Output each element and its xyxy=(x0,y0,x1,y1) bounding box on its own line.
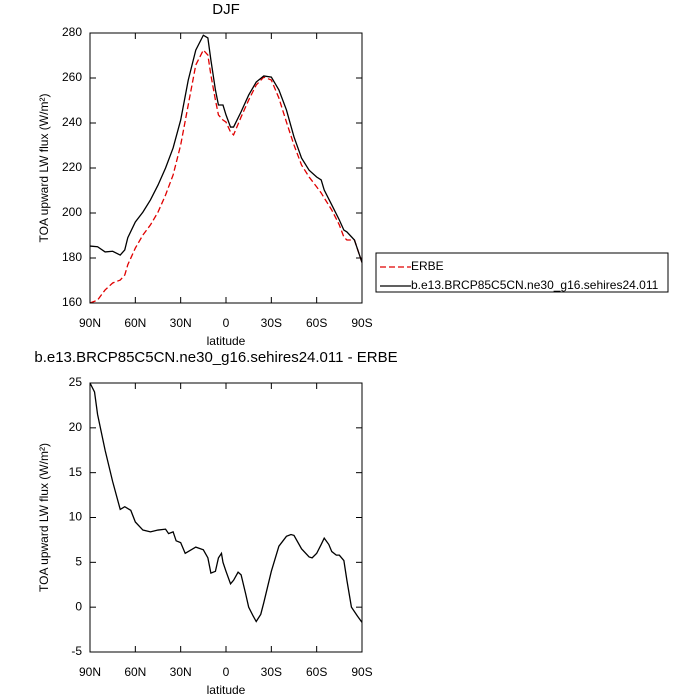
x-tick-label: 60N xyxy=(124,665,146,679)
x-tick-label: 60S xyxy=(306,316,327,330)
y-tick-label: -5 xyxy=(71,644,82,658)
x-axis-label: latitude xyxy=(207,334,246,348)
series-line xyxy=(89,48,363,304)
y-tick-label: 20 xyxy=(69,420,83,434)
x-tick-label: 30S xyxy=(261,665,282,679)
y-tick-label: 200 xyxy=(62,205,82,219)
series-line xyxy=(89,382,363,623)
y-tick-label: 260 xyxy=(62,70,82,84)
x-tick-label: 90N xyxy=(79,316,101,330)
chart-title: DJF xyxy=(212,1,240,18)
legend-box xyxy=(375,252,669,293)
x-axis-label: latitude xyxy=(207,683,246,697)
x-tick-label: 90S xyxy=(351,316,372,330)
x-tick-label: 0 xyxy=(223,665,230,679)
y-tick-label: 15 xyxy=(69,465,83,479)
y-tick-label: 10 xyxy=(69,510,83,524)
y-tick-label: 25 xyxy=(69,375,83,389)
x-tick-label: 30N xyxy=(170,316,192,330)
x-tick-label: 90S xyxy=(351,665,372,679)
y-tick-label: 0 xyxy=(75,599,82,613)
series-line xyxy=(89,34,363,263)
y-tick-label: 180 xyxy=(62,250,82,264)
x-tick-label: 30S xyxy=(261,316,282,330)
legend-label: b.e13.BRCP85C5CN.ne30_g16.sehires24.011 xyxy=(411,278,659,292)
x-tick-label: 60S xyxy=(306,665,327,679)
chart-title: b.e13.BRCP85C5CN.ne30_g16.sehires24.011 … xyxy=(34,349,397,366)
y-tick-label: 160 xyxy=(62,295,82,309)
x-tick-label: 0 xyxy=(223,316,230,330)
x-tick-label: 30N xyxy=(170,665,192,679)
y-tick-label: 220 xyxy=(62,160,82,174)
y-tick-label: 280 xyxy=(62,25,82,39)
y-axis-label: TOA upward LW flux (W/m²) xyxy=(37,94,51,243)
y-tick-label: 240 xyxy=(62,115,82,129)
x-tick-label: 90N xyxy=(79,665,101,679)
plot-frame xyxy=(89,32,363,304)
x-tick-label: 60N xyxy=(124,316,146,330)
plot-frame xyxy=(89,382,363,653)
y-axis-label: TOA upward LW flux (W/m²) xyxy=(37,443,51,592)
y-tick-label: 5 xyxy=(75,555,82,569)
legend-label: ERBE xyxy=(411,259,444,273)
